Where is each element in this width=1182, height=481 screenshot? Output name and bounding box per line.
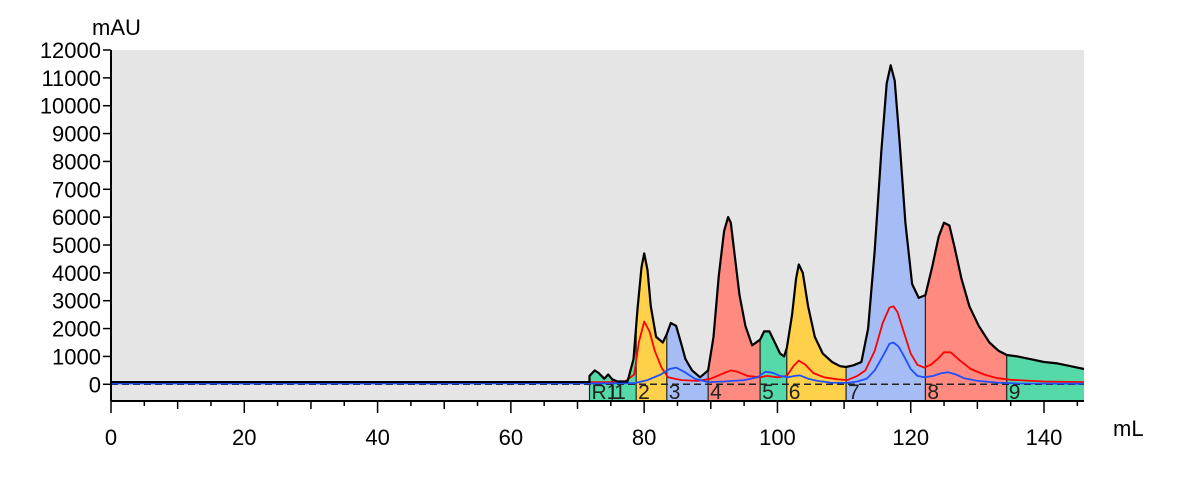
y-tick-label: 1000 [52,344,101,369]
y-tick-label: 8000 [52,149,101,174]
fraction-areas [589,65,1084,402]
x-axis: 0 20 40 60 80 100 120 140 [105,400,1084,450]
fraction-area-6 [786,264,847,401]
y-tick-label: 5000 [52,233,101,258]
y-tick-label: 3000 [52,289,101,314]
x-tick-label: 140 [1026,425,1063,450]
x-tick-label: 60 [499,425,523,450]
fraction-label-4: 4 [710,381,722,404]
fraction-area-9 [1006,355,1084,401]
fraction-label-9: 9 [1009,381,1021,404]
fraction-labels: R11 2 3 4 5 6 7 8 9 [592,381,1021,404]
x-tick-label: 20 [232,425,256,450]
x-tick-label: 40 [365,425,389,450]
y-tick-label: 6000 [52,205,101,230]
fraction-area-8 [925,222,1007,401]
x-tick-label: 0 [105,425,117,450]
fraction-label-7: 7 [848,381,860,404]
y-tick-label: 12000 [40,38,101,63]
y-tick-label: 2000 [52,317,101,342]
x-tick-label: 100 [759,425,796,450]
fraction-area-7 [846,65,926,402]
y-tick-label: 4000 [52,261,101,286]
y-axis-unit-label: mAU [92,15,141,40]
fraction-label-5: 5 [762,381,774,404]
y-tick-label: 10000 [40,94,101,119]
y-tick-label: 9000 [52,122,101,147]
fraction-area-R1 [589,370,613,401]
fraction-label-3: 3 [669,381,681,404]
x-tick-label: 120 [892,425,929,450]
y-tick-label: 0 [89,372,101,397]
fraction-label-6: 6 [789,381,801,404]
fraction-label-8: 8 [927,381,939,404]
fraction-label-1: 1 [614,381,626,404]
y-tick-label: 7000 [52,177,101,202]
y-tick-label: 11000 [41,66,101,91]
x-axis-unit-label: mL [1113,416,1144,441]
fraction-label-2: 2 [638,381,650,404]
fraction-label-R1: R1 [592,381,619,404]
x-tick-label: 80 [632,425,656,450]
trace-line-0 [111,64,1085,384]
trace-line-1 [110,305,1085,383]
trace-lines [110,64,1085,385]
trace-line-2 [110,341,1085,385]
